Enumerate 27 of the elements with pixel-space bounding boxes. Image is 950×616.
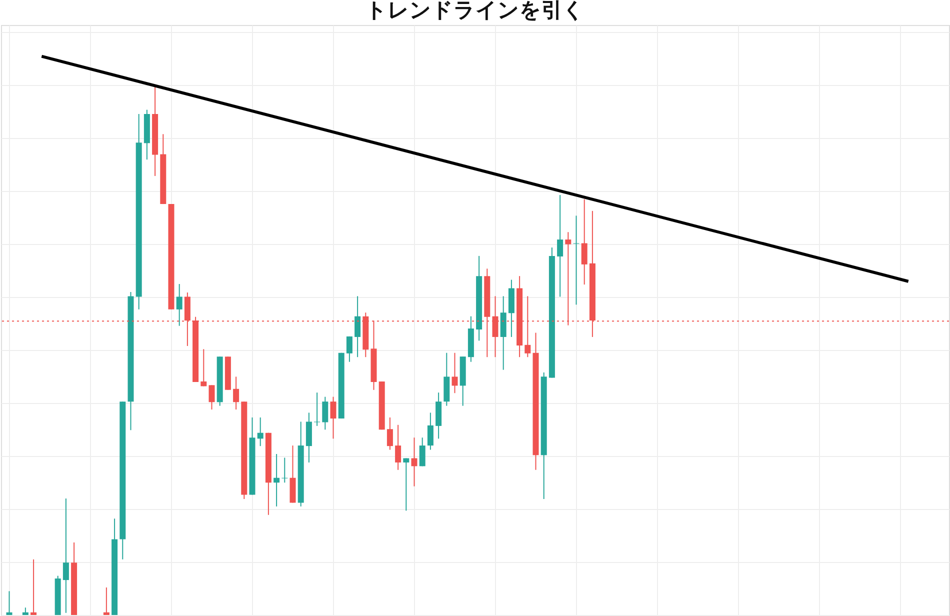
candlestick bbox=[282, 457, 288, 484]
chart-title: トレンドラインを引く bbox=[366, 0, 584, 22]
candlestick bbox=[330, 396, 336, 440]
candlestick bbox=[573, 215, 580, 306]
candlestick bbox=[581, 198, 588, 286]
candlestick bbox=[346, 336, 352, 362]
candlestick bbox=[257, 416, 264, 447]
candlestick bbox=[314, 392, 320, 426]
candlestick bbox=[452, 352, 458, 394]
candlestick bbox=[427, 412, 434, 450]
candlestick bbox=[557, 194, 564, 298]
candlestick bbox=[200, 348, 207, 387]
candlestick bbox=[233, 376, 240, 410]
candlestick bbox=[6, 590, 12, 616]
candlestick bbox=[30, 558, 37, 616]
candlestick bbox=[103, 586, 110, 616]
candlestick bbox=[386, 416, 393, 450]
candlestick bbox=[208, 384, 215, 410]
candlestick bbox=[176, 284, 182, 326]
candlestick bbox=[274, 454, 280, 507]
candlestick bbox=[419, 437, 426, 467]
candlestick bbox=[411, 437, 418, 487]
candlestick bbox=[395, 424, 402, 470]
candlestick bbox=[403, 458, 410, 512]
candlestick bbox=[354, 296, 361, 358]
candlestick bbox=[62, 498, 69, 614]
candlestick bbox=[322, 396, 328, 430]
